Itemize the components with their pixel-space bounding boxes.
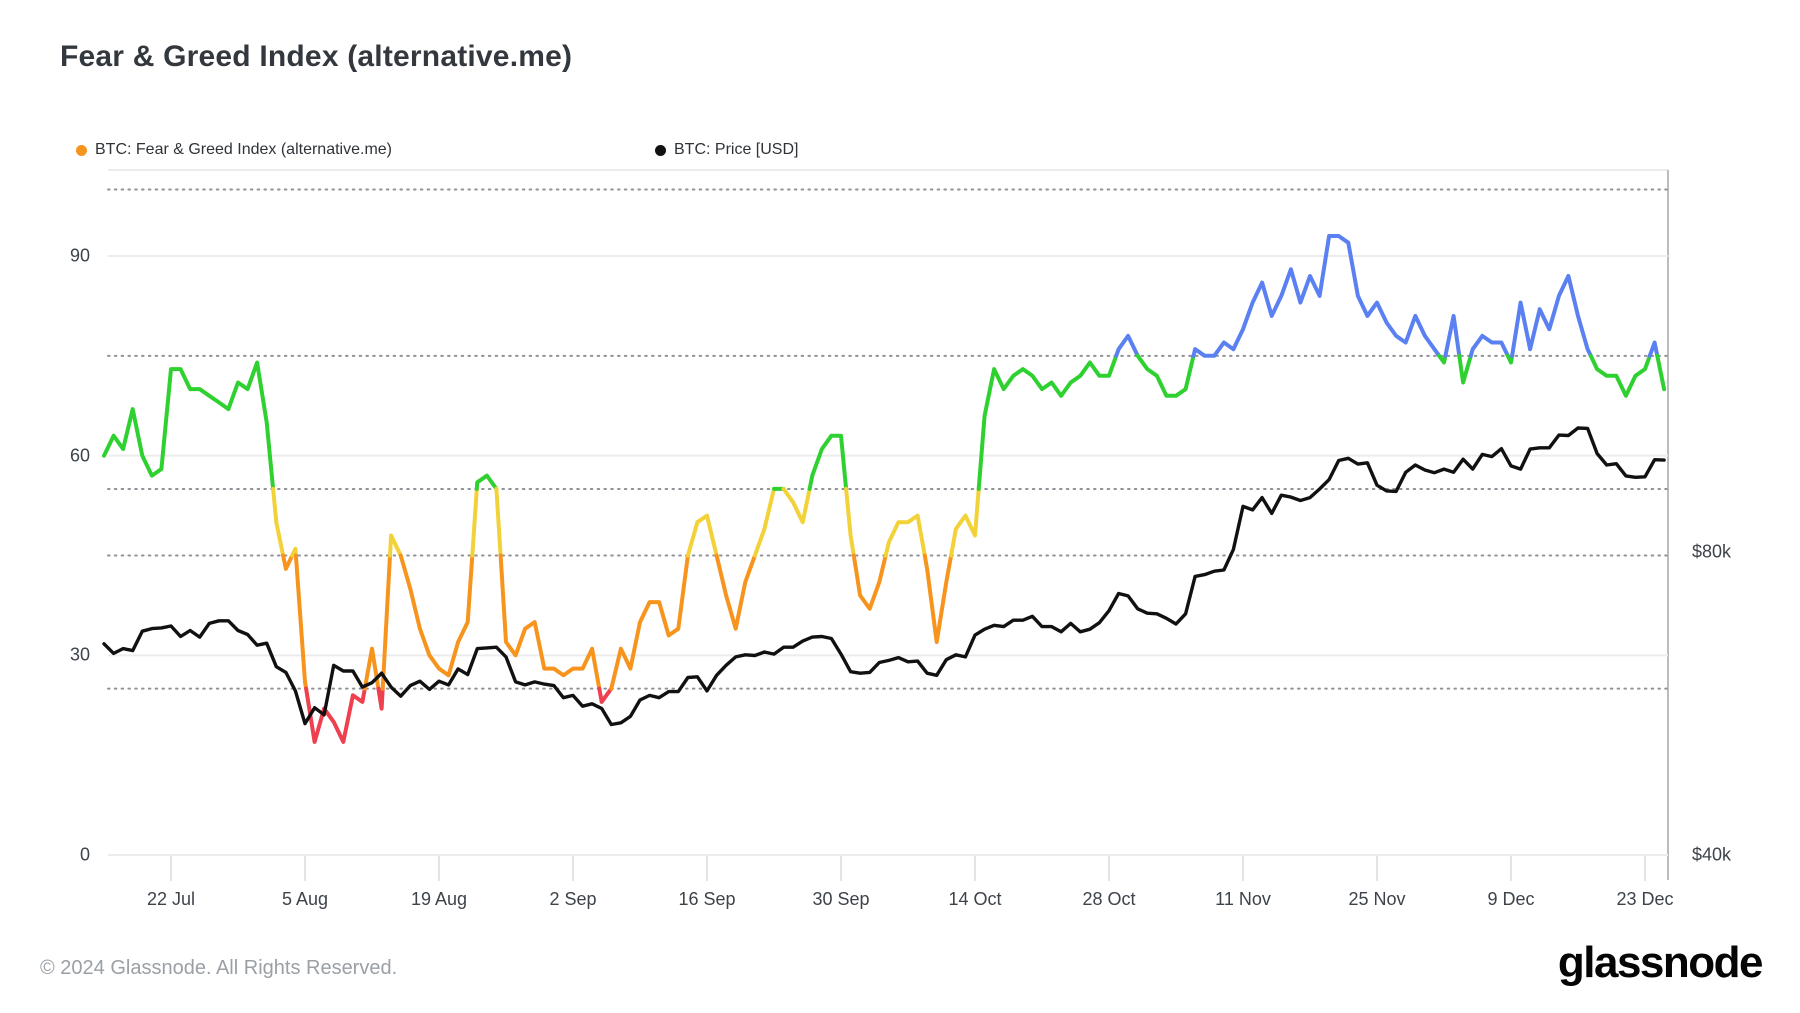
fear-greed-line-segment — [883, 513, 927, 558]
x-axis-label: 2 Sep — [549, 889, 597, 909]
fear-greed-line-segment — [362, 646, 381, 691]
y-axis-label-30: 30 — [69, 644, 90, 665]
x-axis-label: 28 Oct — [1082, 889, 1136, 909]
fear-greed-line-segment — [714, 553, 757, 631]
fear-greed-line-segment — [470, 486, 479, 558]
fear-greed-line-segment — [1510, 274, 1593, 358]
fear-greed-line-segment — [949, 486, 981, 558]
fear-greed-line-segment — [685, 513, 719, 558]
x-axis-label: 11 Nov — [1215, 889, 1271, 909]
fear-greed-line-segment — [851, 553, 888, 611]
fear-greed-line-segment — [290, 546, 298, 558]
x-axis-label: 19 Aug — [410, 889, 468, 909]
copyright-text: © 2024 Glassnode. All Rights Reserved. — [40, 957, 398, 979]
fear-greed-line-segment — [597, 686, 614, 704]
legend-item-price[interactable]: BTC: Price [USD] — [655, 141, 798, 159]
fear-greed-line-segment — [293, 553, 309, 691]
legend-label-price: BTC: Price [USD] — [674, 141, 799, 158]
page-title: Fear & Greed Index (alternative.me) — [60, 40, 573, 73]
fear-greed-line-segment — [281, 553, 295, 571]
y-axis-label-90: 90 — [69, 245, 90, 266]
fear-greed-line-segment — [102, 360, 276, 491]
y-axis-label-0: 0 — [79, 844, 90, 865]
fear-greed-line-segment — [388, 533, 403, 558]
fear-greed-line-segment — [1437, 353, 1448, 365]
fear-greed-line-segment — [398, 553, 475, 678]
x-axis-label: 16 Sep — [678, 889, 736, 909]
legend-label-fear-greed: BTC: Fear & Greed Index (alternative.me) — [95, 141, 392, 158]
fear-greed-line-segment — [304, 686, 367, 744]
fear-greed-line-segment — [494, 486, 503, 558]
x-axis-label: 30 Sep — [812, 889, 870, 909]
fear-greed-line-segment — [609, 553, 690, 691]
fear-greed-line-segment — [844, 486, 856, 558]
fear-greed-line-segment — [1443, 313, 1462, 358]
fear-greed-line-segment — [752, 486, 776, 558]
fear-greed-line-segment — [498, 553, 602, 691]
fear-greed-line-segment — [781, 486, 812, 525]
price-axis-label-$40k: $40k — [1692, 844, 1732, 865]
x-axis-label: 25 Nov — [1348, 889, 1406, 909]
fear-greed-line-segment — [271, 486, 286, 558]
chart-legend: BTC: Fear & Greed Index (alternative.me)… — [76, 140, 798, 160]
btc-price-line — [102, 426, 1666, 727]
x-axis-label: 14 Oct — [948, 889, 1002, 909]
fear-greed-line-segment — [1191, 234, 1442, 358]
fear-greed-line-segment — [807, 433, 849, 491]
fear-greed-line-segment — [376, 686, 385, 711]
fear-greed-line-segment — [1655, 353, 1667, 392]
fear-greed-line-segment — [1457, 353, 1473, 385]
fear-greed-line-segment — [1114, 333, 1140, 358]
fear-greed-line-segment — [380, 553, 392, 691]
fear-greed-line-segment — [922, 553, 954, 644]
price-legend-dot-icon — [655, 144, 666, 156]
fear-greed-line-segment — [474, 473, 499, 491]
glassnode-logo[interactable]: glassnode — [1557, 938, 1764, 987]
fear-greed-line-segment — [1505, 353, 1515, 365]
fear-greed-line-segment — [976, 353, 1119, 491]
x-axis-label: 5 Aug — [281, 889, 329, 909]
price-axis-label-$80k: $80k — [1692, 541, 1732, 562]
fear-greed-legend-dot-icon — [76, 144, 87, 156]
fear-greed-line-segment — [1135, 353, 1196, 398]
x-axis-label: 22 Jul — [146, 889, 196, 909]
y-axis-label-60: 60 — [69, 445, 90, 466]
fear-greed-line-segment — [1647, 340, 1660, 358]
legend-item-fear-greed[interactable]: BTC: Fear & Greed Index (alternative.me) — [76, 141, 392, 159]
x-axis-label: 23 Dec — [1616, 889, 1674, 909]
fear-greed-line-segment — [1588, 353, 1652, 398]
fear-greed-line-segment — [1468, 333, 1510, 358]
x-axis-label: 9 Dec — [1487, 889, 1535, 909]
